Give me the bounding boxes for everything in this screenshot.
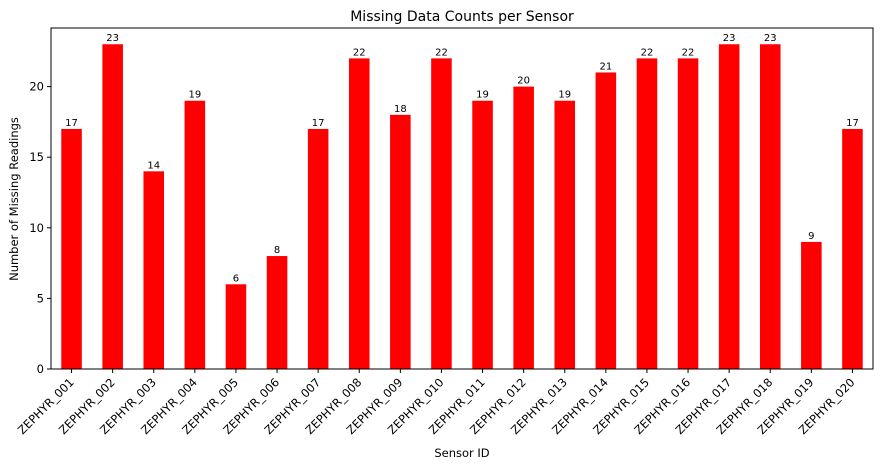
- bar: [225, 284, 247, 369]
- chart-title: Missing Data Counts per Sensor: [350, 9, 574, 25]
- bar: [472, 100, 493, 369]
- y-tick-label: 0: [37, 362, 44, 376]
- data-label: 6: [233, 273, 239, 284]
- bar: [390, 114, 411, 369]
- bar: [102, 44, 123, 370]
- data-label: 17: [312, 118, 325, 129]
- y-tick-label: 20: [29, 80, 44, 94]
- bar: [143, 171, 165, 369]
- bar: [307, 128, 329, 369]
- data-label: 22: [682, 47, 695, 58]
- bar: [184, 100, 206, 369]
- bar: [718, 44, 740, 370]
- data-label: 18: [394, 104, 407, 115]
- data-label: 23: [764, 33, 777, 44]
- bar: [348, 58, 370, 370]
- data-label: 14: [147, 160, 160, 171]
- y-tick-label: 15: [29, 150, 44, 164]
- bar: [513, 86, 534, 369]
- bar: [759, 44, 781, 370]
- y-axis-label: Number of Missing Readings: [7, 117, 21, 281]
- data-label: 22: [435, 47, 448, 58]
- data-label: 19: [188, 90, 201, 101]
- bar: [431, 58, 452, 370]
- data-label: 21: [599, 61, 612, 72]
- data-label: 19: [476, 90, 489, 101]
- data-label: 22: [353, 47, 366, 58]
- data-label: 22: [641, 47, 654, 58]
- data-label: 23: [723, 33, 736, 44]
- bar: [677, 58, 699, 370]
- bar: [61, 128, 82, 369]
- data-label: 17: [65, 118, 78, 129]
- data-label: 8: [274, 245, 280, 256]
- y-tick-label: 10: [29, 221, 44, 235]
- bar: [636, 58, 658, 370]
- axes-frame: [50, 27, 874, 370]
- bar: [842, 128, 863, 369]
- bar: [595, 72, 617, 369]
- bar: [266, 256, 288, 369]
- bar: [801, 241, 822, 369]
- bar: [554, 100, 576, 369]
- data-label: 17: [846, 118, 859, 129]
- data-label: 23: [106, 33, 119, 44]
- data-label: 20: [517, 76, 530, 87]
- y-tick-label: 5: [37, 291, 44, 305]
- data-label: 19: [558, 90, 571, 101]
- data-label: 9: [808, 231, 814, 242]
- x-axis-label: Sensor ID: [434, 446, 489, 460]
